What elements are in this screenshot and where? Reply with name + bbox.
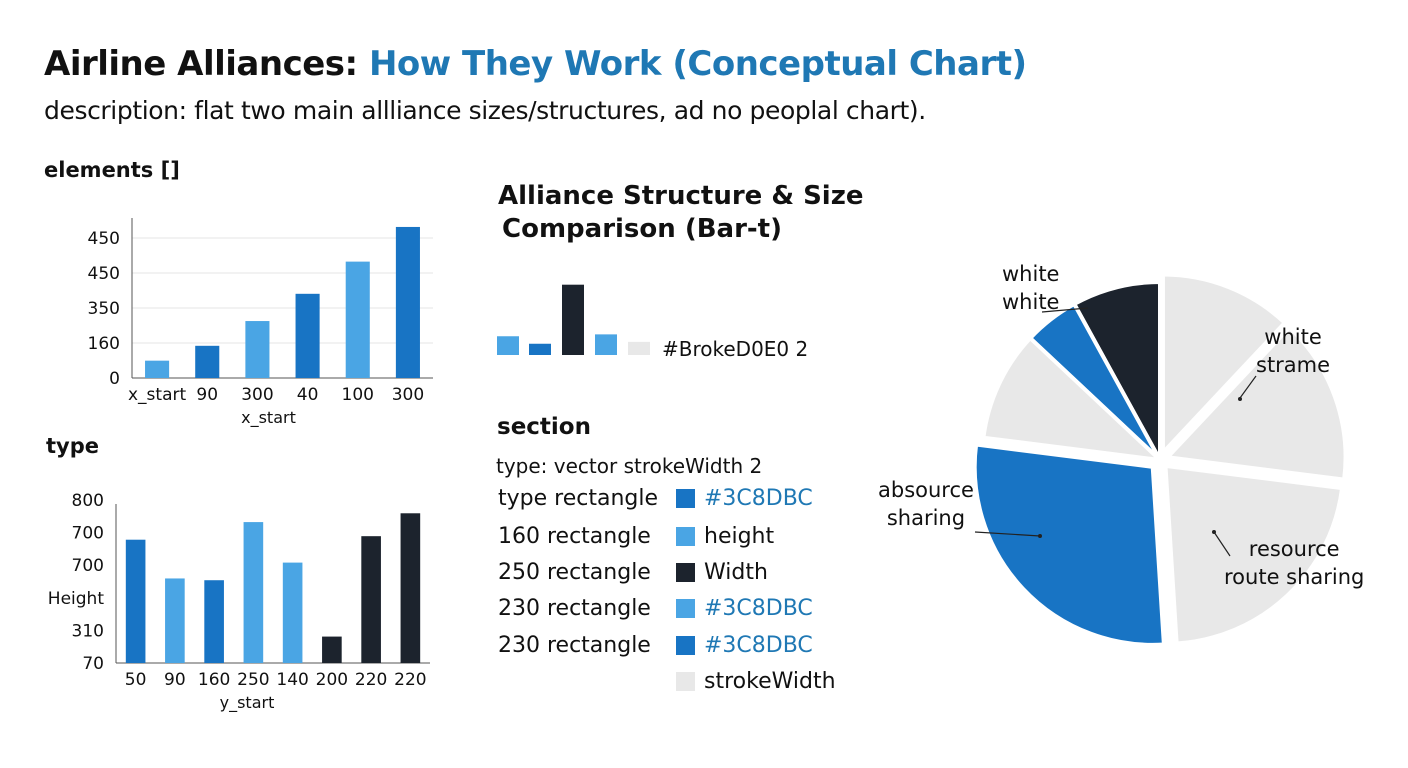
pie-slice <box>981 335 1166 463</box>
pie-label-top-left: white white <box>1002 262 1060 314</box>
pie-slice <box>972 442 1167 647</box>
y-tick-label: 450 <box>88 229 120 249</box>
elements-section-label: elements [] <box>44 158 180 182</box>
mini-bar-chart <box>497 284 650 355</box>
x-tick-label: 300 <box>392 385 424 405</box>
bar <box>295 293 320 378</box>
bar <box>395 226 420 378</box>
pie-slice <box>1163 463 1345 646</box>
y-tick-label: 160 <box>88 334 120 354</box>
y-tick-label: 450 <box>88 264 120 284</box>
x-tick-label: 220 <box>355 670 387 690</box>
leader-line <box>1213 531 1231 557</box>
x-tick-label: 100 <box>342 385 374 405</box>
top-bar-chart: 0 160 350 450 450 x_start 90 300 40 100 300 x_start <box>88 218 433 428</box>
x-tick-label: 300 <box>241 385 273 405</box>
x-tick-label: x_start <box>128 385 186 405</box>
bar <box>345 261 370 378</box>
section-description: type: vector strokeWidth 2 <box>496 454 763 478</box>
x-tick-label: 200 <box>316 670 348 690</box>
title-part-2: How They Work (Conceptual Chart) <box>368 44 1027 84</box>
mini-bar <box>529 343 551 355</box>
bar <box>322 636 342 663</box>
x-tick-label: 140 <box>276 670 308 690</box>
rect-legend-swatch <box>676 599 695 618</box>
y-tick-label: 700 <box>72 524 104 544</box>
rect-legend-value: #3C8DBC <box>704 486 813 511</box>
middle-title-line-2: Comparison (Bar-t) <box>502 214 782 244</box>
rect-legend-swatch <box>676 672 695 691</box>
leader-dot <box>1238 397 1242 401</box>
rect-legend-name: 230 rectangle <box>498 633 651 658</box>
y-tick-label: 350 <box>88 299 120 319</box>
bar <box>204 580 224 663</box>
rect-legend-swatch <box>676 489 695 508</box>
rect-legend-name: type rectangle <box>498 486 658 511</box>
section-heading: section <box>497 414 591 440</box>
middle-chart-title: Alliance Structure & Size Comparison (Ba… <box>498 180 864 246</box>
type-section-label: type <box>46 434 100 458</box>
rect-legend-value: #3C8DBC <box>704 633 813 658</box>
y-tick-label: 700 <box>72 556 104 576</box>
rect-legend-swatch <box>676 563 695 582</box>
page-title: Airline Alliances: How They Work (Concep… <box>44 44 1027 84</box>
bar <box>195 345 220 378</box>
mini-bar <box>562 284 584 355</box>
rect-legend-value: Width <box>704 560 768 585</box>
rect-legend-swatch <box>676 636 695 655</box>
x-tick-label: 160 <box>198 670 230 690</box>
x-tick-label: 220 <box>394 670 426 690</box>
bar <box>282 562 303 663</box>
rect-legend-value: height <box>704 524 775 549</box>
bar <box>243 522 264 663</box>
pie-label-top-right: white strame <box>1256 325 1331 377</box>
bottom-bar-chart: 70 310 Height 700 700 800 50 90 160 250 140 200 220 2… <box>48 491 430 713</box>
x-tick-label: 90 <box>164 670 186 690</box>
mini-bar <box>595 334 617 355</box>
leader-line <box>1239 375 1257 399</box>
bar <box>245 321 270 378</box>
leader-line <box>1041 307 1089 313</box>
rect-legend-value: strokeWidth <box>704 669 836 694</box>
mini-bar <box>497 336 519 355</box>
rect-legend-name: 250 rectangle <box>498 560 651 585</box>
pie-chart <box>972 272 1348 647</box>
bar <box>400 513 421 663</box>
x-tick-label: 90 <box>196 385 218 405</box>
pie-slice <box>1163 324 1348 482</box>
pie-label-bottom-right: resource route sharing <box>1224 537 1365 589</box>
x-tick-label: 40 <box>297 385 319 405</box>
title-part-1: Airline Alliances: <box>44 44 369 84</box>
y-tick-label: 0 <box>109 369 120 389</box>
y-tick-label: 800 <box>72 491 104 511</box>
rect-legend-name: 230 rectangle <box>498 596 651 621</box>
x-tick-label: 50 <box>125 670 147 690</box>
leader-dot <box>1038 534 1042 538</box>
page-subtitle: description: flat two main allliance siz… <box>44 96 926 125</box>
bar <box>361 536 381 663</box>
middle-title-line-1: Alliance Structure & Size <box>498 181 864 211</box>
pie-slice <box>1160 272 1288 458</box>
bar <box>165 578 185 663</box>
mini-bar <box>628 341 650 355</box>
y-tick-label: 70 <box>82 654 104 674</box>
rect-legend-name: 160 rectangle <box>498 524 651 549</box>
bar <box>125 539 146 663</box>
rect-legend-swatch <box>676 527 695 546</box>
bar <box>145 360 170 378</box>
x-axis-label: x_start <box>241 408 296 428</box>
x-tick-label: 250 <box>237 670 269 690</box>
rect-legend-value: #3C8DBC <box>704 596 813 621</box>
pie-label-left: absource sharing <box>878 478 974 530</box>
leader-line <box>974 531 1041 537</box>
y-tick-label: 310 <box>72 621 104 641</box>
x-axis-label: y_start <box>220 693 275 713</box>
mini-chart-legend-label: #BrokeD0E0 2 <box>662 337 809 361</box>
leader-dot <box>1212 530 1216 534</box>
y-tick-label: Height <box>48 589 105 609</box>
